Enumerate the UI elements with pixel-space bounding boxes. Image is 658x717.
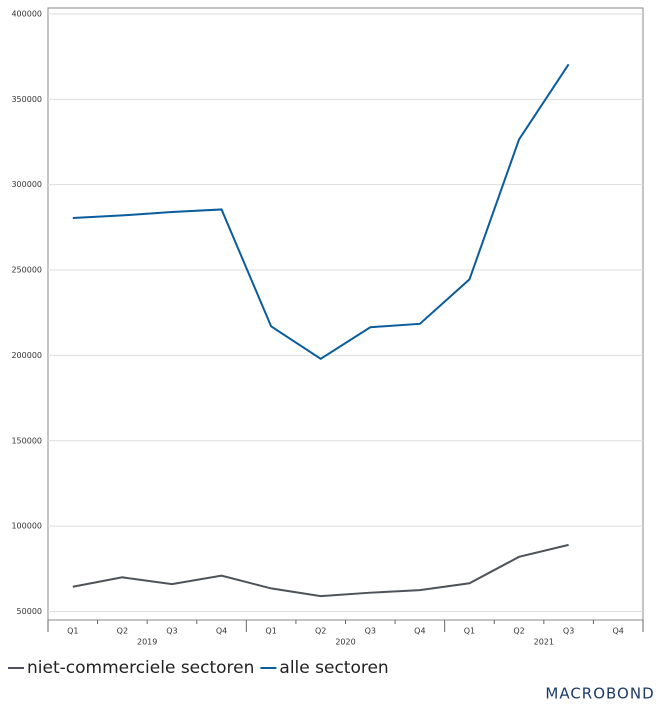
- y-tick-label: 50000: [17, 607, 42, 616]
- logo: MACROBOND: [545, 685, 654, 703]
- x-tick-label: Q3: [563, 627, 574, 636]
- y-tick-label: 350000: [11, 95, 42, 104]
- x-tick-label: Q4: [613, 627, 624, 636]
- year-label: 2021: [534, 638, 554, 647]
- line: [72, 543, 569, 598]
- x-tick-label: Q1: [67, 627, 78, 636]
- legend-label: alle sectoren: [279, 658, 388, 678]
- x-tick-label: Q2: [315, 627, 326, 636]
- x-tick-label: Q1: [464, 627, 475, 636]
- x-tick-label: Q2: [513, 627, 524, 636]
- y-tick-label: 300000: [11, 180, 42, 189]
- y-tick-label: 100000: [11, 522, 42, 531]
- year-label: 2019: [137, 638, 157, 647]
- x-tick-label: Q3: [166, 627, 177, 636]
- y-tick-label: 250000: [11, 266, 42, 275]
- year-label: 2020: [335, 638, 355, 647]
- y-tick-label: 400000: [11, 9, 42, 18]
- y-tick-label: 150000: [11, 436, 42, 445]
- x-tick-label: Q1: [265, 627, 276, 636]
- plot-frame: [47, 7, 644, 621]
- x-tick-label: Q4: [216, 627, 227, 636]
- x-tick-label: Q4: [414, 627, 425, 636]
- y-tick-label: 200000: [11, 351, 42, 360]
- x-tick-label: Q3: [365, 627, 376, 636]
- x-tick-label: Q2: [117, 627, 128, 636]
- legend-label: niet-commerciele sectoren: [27, 658, 254, 678]
- line: [72, 63, 570, 361]
